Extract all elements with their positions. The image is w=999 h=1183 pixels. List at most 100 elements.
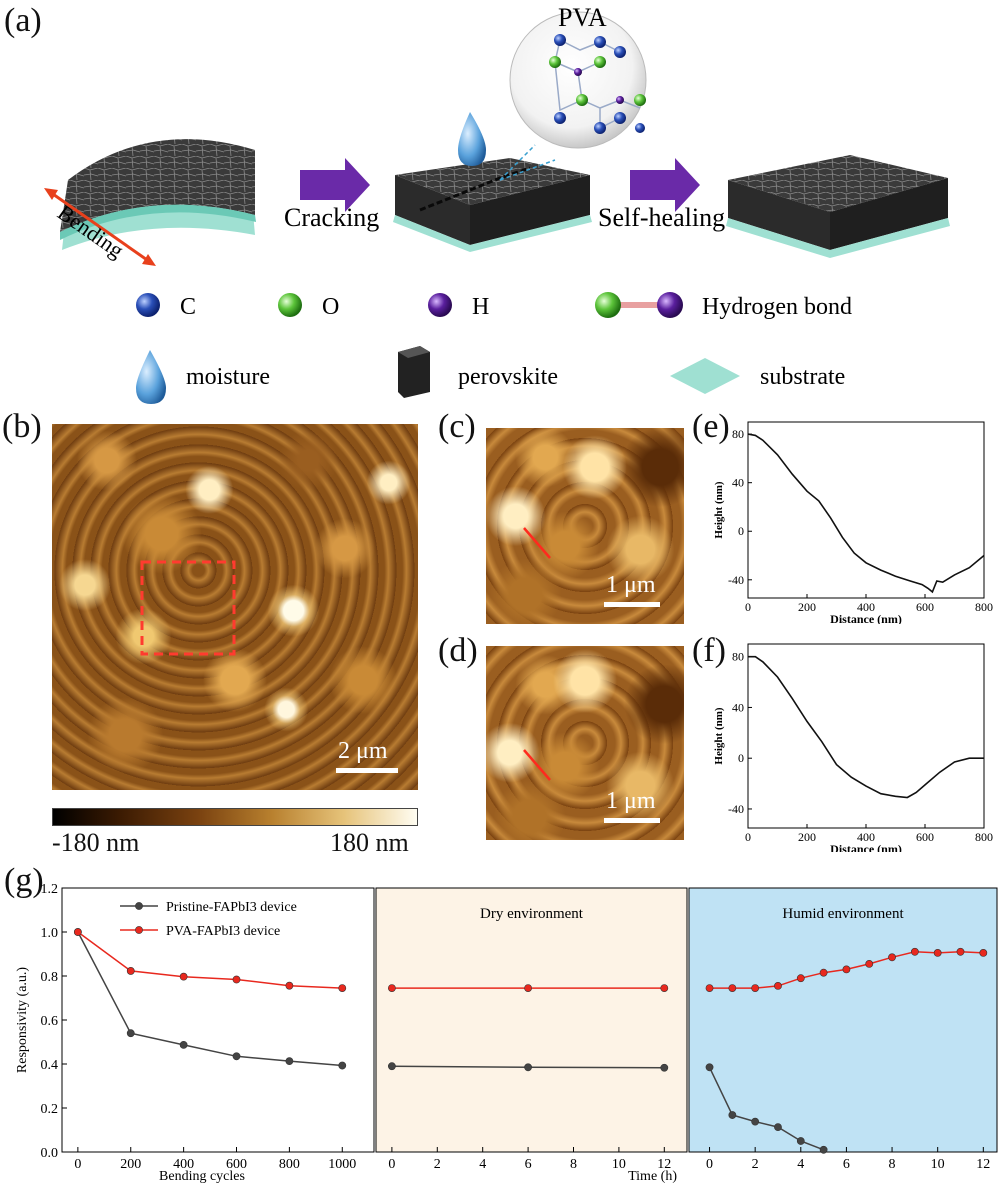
- profile-line-c: [523, 527, 551, 559]
- pva-data-point: [842, 965, 851, 974]
- pristine-data-point: [705, 1063, 714, 1072]
- colorbar-min-label: -180 nm: [52, 828, 140, 857]
- x-tick-label: 8: [570, 1157, 577, 1172]
- pristine-data-point: [179, 1040, 188, 1049]
- x-tick-label: 4: [479, 1157, 486, 1172]
- x-tick-label: 0: [74, 1157, 81, 1172]
- y-tick-label: 80: [732, 650, 744, 664]
- pva-data-point: [774, 982, 782, 990]
- x-tick-label: 4: [797, 1157, 804, 1172]
- healed-film: [726, 155, 950, 258]
- x-tick-label: 8: [889, 1157, 896, 1172]
- y-axis-label: Height (nm): [713, 707, 725, 764]
- subplot-background: [688, 887, 998, 1153]
- pva-data-point: [888, 953, 896, 962]
- y-axis-label: Responsivity (a.u.): [15, 967, 30, 1073]
- cracking-label: Cracking: [284, 203, 379, 232]
- y-tick-label: 1.0: [41, 926, 59, 941]
- legend-marker: [135, 902, 143, 910]
- pristine-series-line: [708, 1066, 824, 1151]
- legend-marker: [135, 926, 143, 934]
- legend-moisture: moisture: [186, 364, 270, 390]
- afm-image-d: [486, 646, 684, 840]
- pva-data-point: [819, 968, 828, 977]
- pristine-data-point: [524, 1063, 532, 1072]
- y-tick-label: 40: [732, 700, 744, 714]
- x-tick-label: 600: [916, 600, 934, 614]
- pva-data-point: [179, 972, 188, 981]
- scale-bar-c: [604, 602, 660, 607]
- x-tick-label: 400: [173, 1157, 194, 1172]
- x-tick-label: 400: [857, 600, 875, 614]
- subplot-background: [375, 887, 688, 1153]
- x-tick-label: 2: [434, 1157, 441, 1172]
- profile-line-d: [523, 749, 551, 781]
- hydrogen-bond-icon: [595, 292, 683, 318]
- pva-data-point: [387, 984, 396, 992]
- hydrogen-atom-icon: [428, 293, 452, 317]
- zoom-region-box: [140, 560, 236, 656]
- x-tick-label: 200: [798, 600, 816, 614]
- y-tick-label: 0.2: [41, 1102, 59, 1117]
- x-tick-label: 12: [657, 1157, 671, 1172]
- x-tick-label: 0: [745, 600, 751, 614]
- x-axis-label: Distance (nm): [830, 612, 902, 624]
- height-colorbar: [52, 808, 418, 826]
- pva-data-point: [232, 975, 241, 984]
- x-tick-label: 400: [857, 830, 875, 844]
- x-tick-label: 6: [525, 1157, 532, 1172]
- pva-data-point: [751, 984, 760, 992]
- pva-series-line: [77, 931, 343, 989]
- pva-data-point: [524, 984, 532, 992]
- panel-f-label: (f): [692, 632, 726, 669]
- pristine-data-point: [285, 1057, 294, 1066]
- pristine-data-point: [751, 1117, 760, 1126]
- x-tick-label: 2: [752, 1157, 759, 1172]
- subplot-title: Dry environment: [480, 906, 584, 922]
- bending-arrow: [44, 188, 156, 266]
- schematic-illustration: Bending Cracking PVA Self-healin: [44, 3, 950, 404]
- afm-image-c: [486, 428, 684, 624]
- x-axis-label: Time (h): [628, 1169, 677, 1183]
- x-tick-label: 200: [798, 830, 816, 844]
- scale-bar-b: [336, 768, 398, 773]
- self-healing-arrow: [630, 158, 700, 212]
- pva-data-point: [285, 981, 294, 990]
- pva-data-point: [338, 984, 347, 992]
- panel-c-label: (c): [438, 408, 476, 445]
- x-tick-label: 10: [612, 1157, 626, 1172]
- cracking-arrow: [300, 158, 370, 212]
- panel-e-label: (e): [692, 408, 730, 445]
- scale-bar-d: [604, 818, 660, 823]
- pristine-data-point: [232, 1052, 241, 1061]
- subplot-title: Humid environment: [782, 906, 904, 922]
- panel-d-label: (d): [438, 632, 478, 669]
- x-tick-label: 200: [120, 1157, 141, 1172]
- y-tick-label: 40: [732, 476, 744, 490]
- pva-molecule-sphere: [509, 11, 647, 149]
- x-tick-label: 12: [976, 1157, 990, 1172]
- pristine-data-point: [728, 1111, 737, 1119]
- x-tick-label: 600: [916, 830, 934, 844]
- x-tick-label: 800: [975, 830, 993, 844]
- x-tick-label: 10: [931, 1157, 945, 1172]
- perovskite-icon: [398, 346, 430, 398]
- height-profile-line: [748, 655, 984, 799]
- y-tick-label: 0.8: [41, 970, 59, 985]
- responsivity-chart: 0 200 400 600 800 1000 Bending cycles 0 2 4 6 8 10 12…: [15, 882, 998, 1183]
- pristine-series-line: [77, 931, 343, 1067]
- colorbar-max-label: 180 nm: [330, 828, 409, 857]
- pristine-data-point: [387, 1062, 396, 1071]
- substrate-icon: [670, 358, 740, 394]
- plot-frame: [747, 643, 985, 829]
- x-tick-label: 0: [388, 1157, 395, 1172]
- x-tick-label: 0: [706, 1157, 713, 1172]
- x-tick-label: 600: [226, 1157, 247, 1172]
- pristine-data-point: [660, 1063, 669, 1072]
- pva-label: PVA: [558, 3, 607, 32]
- pva-data-point: [126, 967, 135, 975]
- legend-h: H: [472, 294, 489, 320]
- x-axis-label: Bending cycles: [159, 1169, 245, 1183]
